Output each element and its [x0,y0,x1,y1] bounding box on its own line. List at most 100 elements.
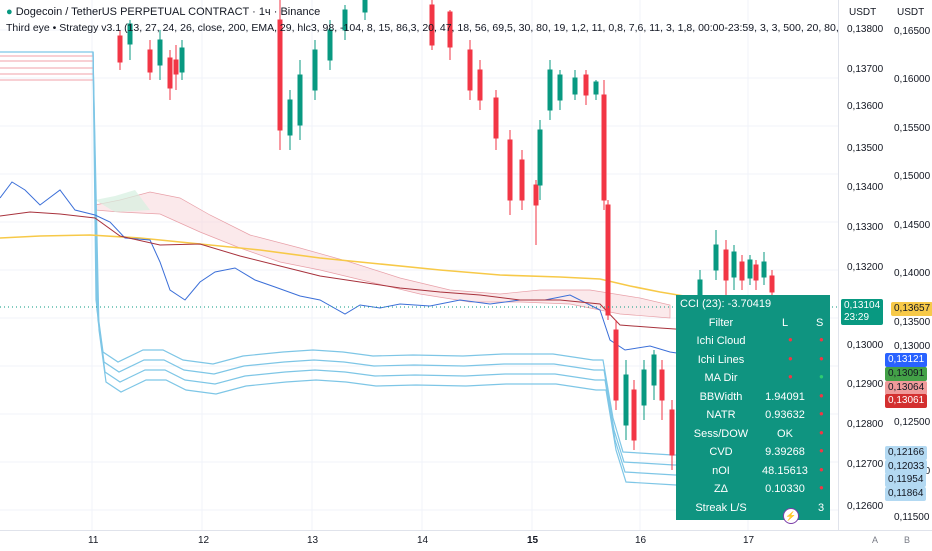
cci-title: CCI (23): -3.70419 [680,298,772,310]
time-label: 12 [198,535,210,546]
time-label: 11 [88,535,99,546]
conversion-line [0,181,691,356]
left-price-tick: 0,13300 [847,222,884,233]
right-price-tick: 0,13000 [894,341,931,352]
left-price-tick: 0,12800 [847,419,884,430]
panel-row-value: 0.93632 [765,409,805,421]
time-label: 17 [743,535,755,546]
long-status-dot-icon: ● [788,353,793,363]
panel-row: Sess/DOW OK ● [676,425,830,443]
panel-row: CVD 9.39268 ● [676,443,830,461]
chart-title: ● Dogecoin / TetherUS PERPETUAL CONTRACT… [6,6,320,18]
right-price-tick: 0,11500 [894,512,930,523]
streak-short-value: 3 [818,501,825,514]
left-price-tick: 0,13000 [847,340,884,351]
ema-line [0,234,691,298]
current-price-tag: 0,13104 23:29 [841,299,884,325]
time-label: 14 [417,535,429,546]
indicator-price-tag: 0,13091 [885,367,928,381]
left-price-tick: 0,12900 [847,379,884,390]
log-scale-toggle[interactable]: B [904,535,911,545]
left-price-tick: 0,13700 [847,64,884,75]
panel-row: BBWidth 1.94091 ● [676,388,830,406]
left-price-tick: 0,12700 [847,459,884,470]
left-price-tick: 0,13500 [847,143,884,154]
indicator-price-tag: 0,13061 [885,394,928,408]
strategy-filter-panel: CCI (23): -3.70419 Filter L S Ichi Cloud… [676,295,830,520]
candles [117,0,775,470]
panel-row: Ichi Cloud ● ● [676,332,830,350]
short-status-dot-icon: ● [819,427,824,437]
time-label: 16 [635,535,647,546]
left-price-tick: 0,13200 [847,262,884,273]
time-label: 15 [527,535,539,546]
panel-row-value: 0.10330 [765,483,805,495]
right-currency-label: USDT [897,7,925,18]
left-price-tick: 0,13800 [847,24,884,35]
panel-row-name: NATR [706,409,736,421]
symbol-title: Dogecoin / TetherUS PERPETUAL CONTRACT ·… [15,6,321,18]
right-price-tick: 0,16000 [894,74,931,85]
long-status-dot-icon: ● [788,372,793,381]
long-status-dot-icon: ● [788,335,793,344]
short-status-dot-icon: ● [819,390,824,400]
time-label: 13 [307,535,319,546]
panel-row-name: Sess/DOW [693,427,749,440]
panel-row: NATR 0.93632 ● [676,406,830,424]
price-axis[interactable]: USDT USDT 0,13800 0,13700 0,13600 0,13500 0,… [838,0,932,530]
panel-row: Ichi Lines ● ● [676,351,830,369]
chart-area[interactable]: ● Dogecoin / TetherUS PERPETUAL CONTRACT… [0,0,838,530]
panel-row-name: MA Dir [704,372,738,384]
panel-row-value: OK [777,427,793,440]
panel-row-name: ZΔ [713,483,729,495]
panel-row-name: CVD [709,446,733,458]
lower-bands [0,51,690,486]
short-status-dot-icon: ● [819,372,824,381]
short-status-dot-icon: ● [819,335,824,344]
left-price-tick: 0,12600 [847,501,884,512]
price-chart[interactable] [0,0,838,530]
panel-row-name: BBWidth [699,390,743,403]
left-currency-label: USDT [849,7,877,18]
panel-row-value: 48.15613 [762,464,808,477]
left-price-tick: 0,13600 [847,101,884,112]
band-price-tag: 0,11864 [885,487,927,501]
panel-row: Streak L/S 3 [676,499,830,517]
panel-row-name: Ichi Lines [697,353,745,366]
panel-row: MA Dir ● ● [676,369,830,387]
panel-row-value: 9.39268 [765,446,805,458]
indicator-legend[interactable]: Third eye • Strategy v3.1 (13, 27, 24, 2… [6,22,838,34]
panel-row-value: 1.94091 [765,390,805,403]
right-price-tick: 0,15500 [894,123,931,134]
panel-row-name: nOI [712,464,730,477]
band-price-tag: 0,12033 [885,460,928,474]
panel-row: ZΔ 0.10330 ● [676,480,830,498]
ichimoku-cloud [94,191,671,319]
right-price-tick: 0,14500 [894,220,931,231]
short-status-dot-icon: ● [819,353,824,363]
panel-row: nOI 48.15613 ● [676,462,830,480]
auto-scale-toggle[interactable]: A [872,535,879,545]
ema-price-tag: 0,13657 [891,302,932,316]
indicator-price-tag: 0,13064 [885,381,928,395]
right-price-tick: 0,15000 [894,171,931,182]
left-price-tick: 0,13400 [847,182,884,193]
short-status-dot-icon: ● [819,464,824,474]
panel-header-row: Filter L S [708,317,824,329]
band-price-tag: 0,11954 [885,473,927,487]
resistance-lines [0,55,93,81]
short-status-dot-icon: ● [819,446,824,455]
short-status-dot-icon: ● [819,483,824,492]
base-line [0,211,691,331]
right-price-tick: 0,13500 [894,317,931,328]
indicator-price-tag: 0,13121 [885,353,928,367]
right-price-tick: 0,14000 [894,268,931,279]
lightning-icon[interactable]: ⚡ [783,508,799,524]
time-axis[interactable]: 11 12 13 14 15 16 17 A B [0,530,932,551]
panel-row-name: Ichi Cloud [696,335,746,347]
indicator-label: Third eye • Strategy v3.1 (13, 27, 24, 2… [6,22,838,34]
band-price-tag: 0,12166 [885,446,928,460]
right-price-tick: 0,16500 [894,26,931,37]
status-dot-icon: ● [6,6,13,18]
panel-row-name: Streak L/S [695,501,747,514]
